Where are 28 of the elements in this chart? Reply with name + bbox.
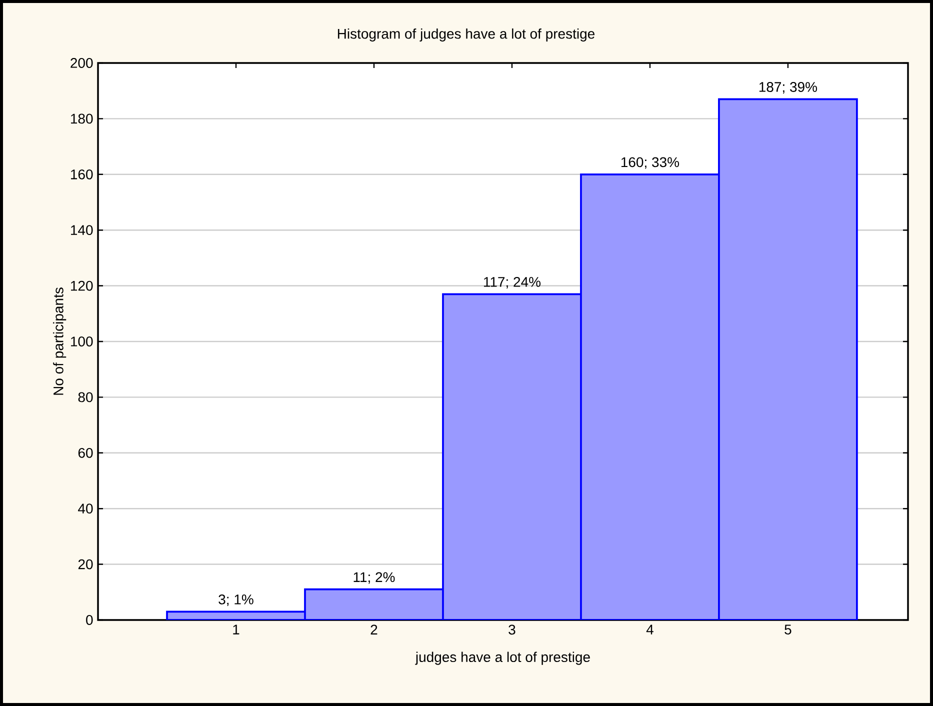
y-tick-label: 200 (70, 58, 93, 68)
data-label: 11; 2% (354, 572, 395, 584)
y-axis-title: No of participants (53, 288, 66, 395)
bar (718, 98, 858, 620)
y-tick-label: 0 (86, 615, 93, 625)
bar (442, 294, 581, 620)
x-tick-label: 3 (508, 624, 516, 635)
bar (304, 589, 443, 620)
data-label: 160; 33% (621, 157, 680, 169)
y-tick-label: 40 (78, 504, 93, 514)
x-tick-label: 4 (646, 624, 654, 634)
y-tick-label: 160 (71, 169, 93, 180)
data-label: 3; 1% (218, 594, 254, 606)
data-label: 187; 39% (759, 82, 817, 94)
data-label: 117; 24% (484, 276, 541, 289)
y-tick-label: 80 (78, 392, 93, 402)
bar (580, 174, 719, 620)
x-tick-label: 2 (370, 624, 378, 634)
y-tick-label: 180 (71, 114, 93, 124)
x-axis-title: judges have a lot of prestige (415, 652, 590, 665)
y-tick-label: 140 (71, 225, 93, 236)
chart-title: Histogram of judges have a lot of prestige (338, 28, 594, 42)
y-tick-label: 100 (71, 336, 93, 346)
x-tick-label: 1 (233, 624, 240, 634)
y-tick-label: 20 (78, 559, 93, 570)
y-tick-label: 60 (78, 448, 93, 458)
y-tick-label: 120 (71, 280, 93, 291)
x-tick-label: 5 (784, 624, 792, 634)
